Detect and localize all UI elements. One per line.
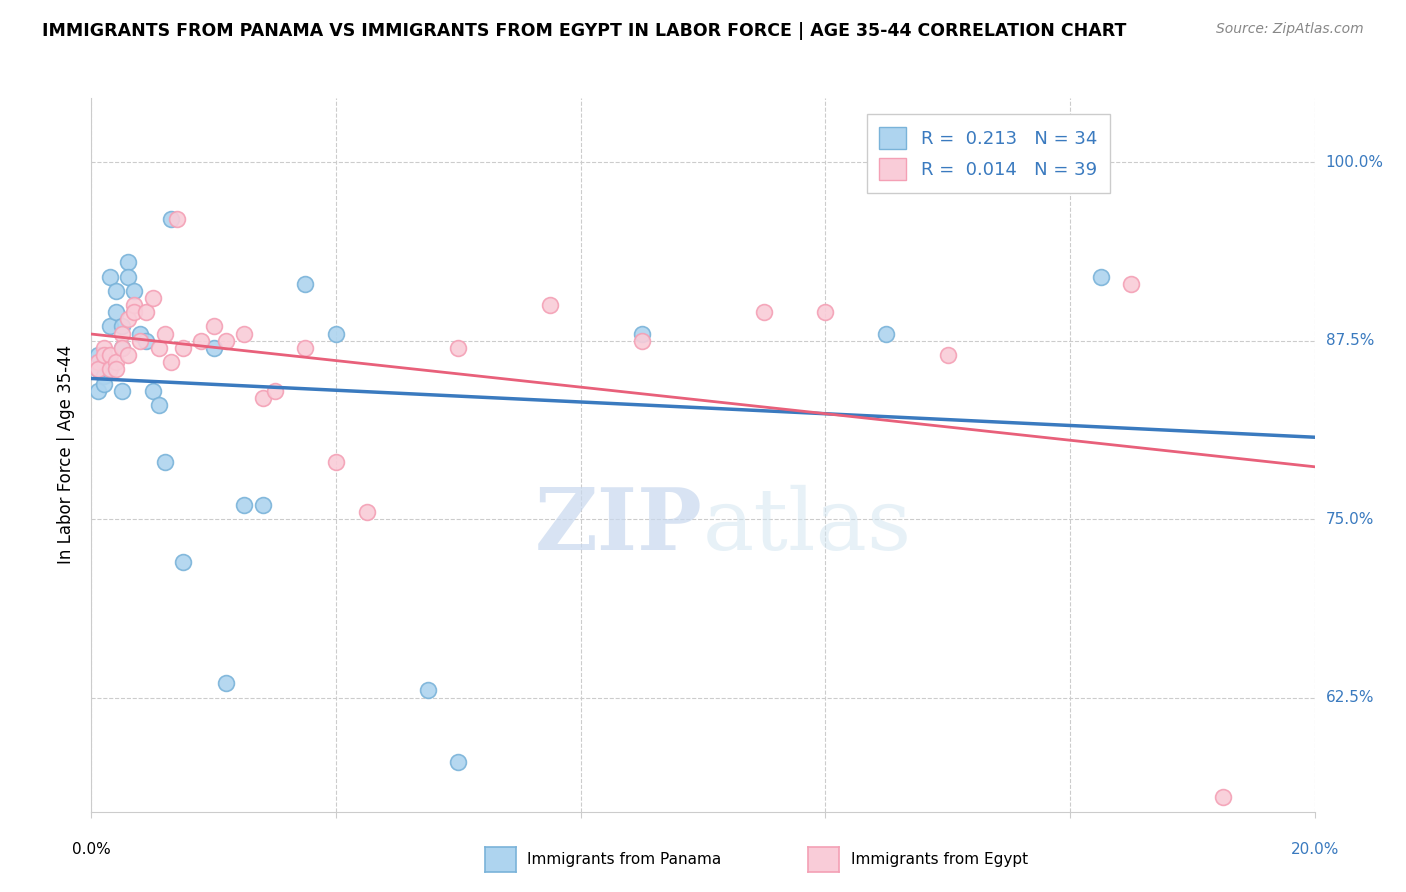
Point [98, 319, 121, 334]
Point [252, 498, 274, 512]
Point [1212, 790, 1234, 805]
Point [86, 384, 108, 398]
Point [294, 277, 316, 291]
Point [538, 298, 561, 312]
Point [135, 305, 157, 319]
Point [93, 376, 115, 391]
Y-axis label: In Labor Force | Age 35-44: In Labor Force | Age 35-44 [58, 345, 76, 565]
Point [160, 355, 183, 369]
Point [936, 348, 959, 362]
Point [153, 326, 176, 341]
Point [93, 341, 115, 355]
Point [86, 362, 108, 376]
Point [325, 455, 347, 469]
Point [148, 398, 170, 412]
Point [215, 676, 238, 690]
Point [86, 348, 108, 362]
Point [117, 255, 139, 269]
Point [111, 341, 134, 355]
Text: 100.0%: 100.0% [1326, 155, 1384, 169]
Point [252, 391, 274, 405]
Point [111, 341, 134, 355]
Point [190, 334, 212, 348]
Point [166, 212, 188, 227]
Point [135, 334, 157, 348]
Point [202, 341, 225, 355]
Text: 20.0%: 20.0% [1291, 842, 1339, 857]
Point [141, 291, 163, 305]
Point [148, 341, 170, 355]
Point [104, 305, 127, 319]
Point [754, 305, 776, 319]
Point [104, 284, 127, 298]
Point [160, 212, 183, 227]
Point [416, 683, 439, 698]
Point [129, 326, 152, 341]
Point [98, 362, 121, 376]
Point [875, 326, 898, 341]
Text: ZIP: ZIP [536, 484, 703, 568]
Point [233, 326, 256, 341]
Point [111, 384, 134, 398]
Point [122, 284, 145, 298]
Point [93, 355, 115, 369]
Point [447, 341, 470, 355]
Point [104, 362, 127, 376]
Point [233, 498, 256, 512]
Point [215, 334, 238, 348]
Text: 62.5%: 62.5% [1326, 690, 1374, 705]
Point [111, 319, 134, 334]
Text: 75.0%: 75.0% [1326, 512, 1374, 526]
Text: Immigrants from Panama: Immigrants from Panama [527, 853, 721, 867]
Point [117, 348, 139, 362]
Point [631, 334, 654, 348]
Point [814, 305, 837, 319]
Point [104, 355, 127, 369]
Text: IMMIGRANTS FROM PANAMA VS IMMIGRANTS FROM EGYPT IN LABOR FORCE | AGE 35-44 CORRE: IMMIGRANTS FROM PANAMA VS IMMIGRANTS FRO… [42, 22, 1126, 40]
Point [93, 369, 115, 384]
Point [86, 355, 108, 369]
Point [122, 298, 145, 312]
Point [117, 312, 139, 326]
Point [141, 384, 163, 398]
Point [172, 555, 194, 569]
Point [356, 505, 378, 519]
Point [153, 455, 176, 469]
Point [93, 348, 115, 362]
Point [98, 348, 121, 362]
Point [122, 305, 145, 319]
Point [86, 362, 108, 376]
Point [117, 269, 139, 284]
Text: atlas: atlas [703, 484, 912, 568]
Text: 87.5%: 87.5% [1326, 334, 1374, 348]
Point [172, 341, 194, 355]
Point [129, 334, 152, 348]
Point [202, 319, 225, 334]
Point [447, 755, 470, 769]
Point [294, 341, 316, 355]
Point [111, 326, 134, 341]
Text: 0.0%: 0.0% [72, 842, 111, 857]
Point [98, 269, 121, 284]
Text: Source: ZipAtlas.com: Source: ZipAtlas.com [1216, 22, 1364, 37]
Point [1121, 277, 1143, 291]
Legend: R =  0.213   N = 34, R =  0.014   N = 39: R = 0.213 N = 34, R = 0.014 N = 39 [866, 114, 1109, 193]
Point [264, 384, 287, 398]
Point [325, 326, 347, 341]
Text: Immigrants from Egypt: Immigrants from Egypt [851, 853, 1028, 867]
Point [1090, 269, 1112, 284]
Point [631, 326, 654, 341]
